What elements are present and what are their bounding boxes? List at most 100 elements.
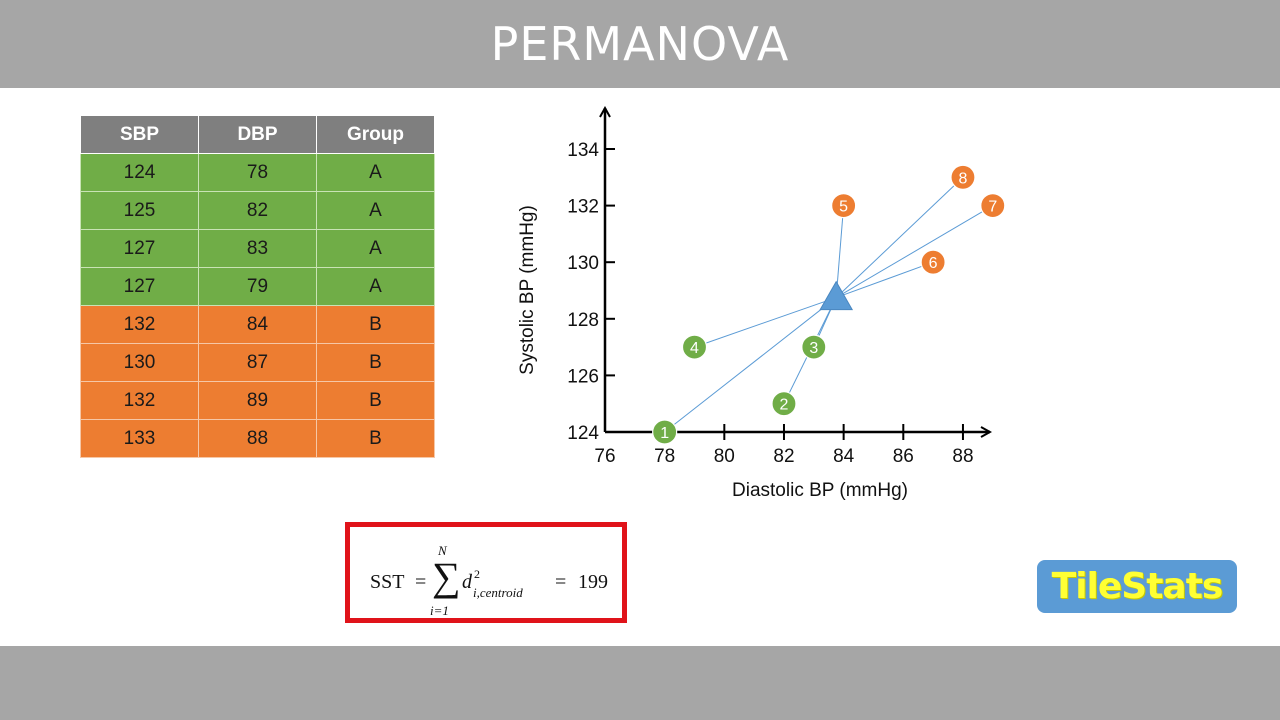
data-point-4: 4 <box>681 334 708 360</box>
sum-upper-limit: N <box>438 543 447 558</box>
column-header-group: Group <box>316 115 435 154</box>
point-label: 3 <box>809 340 818 357</box>
table-row: 132 84 B <box>80 305 435 344</box>
data-point-5: 5 <box>831 192 857 219</box>
cell-dbp: 83 <box>198 229 317 268</box>
title-bar: PERMANOVA <box>0 0 1280 88</box>
centroid-triangle-icon <box>819 280 854 311</box>
formula-superscript: 2 <box>474 567 480 581</box>
centroid-marker <box>819 280 854 311</box>
cell-dbp: 89 <box>198 381 317 420</box>
logo-text: TileStats <box>1051 566 1224 607</box>
cell-group: A <box>316 153 435 192</box>
point-label: 4 <box>690 340 699 357</box>
cell-group: B <box>316 381 435 420</box>
data-point-1: 1 <box>652 419 678 445</box>
x-tick-label: 84 <box>833 446 855 467</box>
data-points: 1 2 3 4 5 6 7 8 <box>652 164 1006 445</box>
point-label: 7 <box>988 199 997 216</box>
point-circle-icon <box>950 164 976 190</box>
cell-group: A <box>316 267 435 306</box>
point-label: 1 <box>660 425 669 442</box>
cell-group: A <box>316 191 435 230</box>
formula-subscript: i,centroid <box>473 585 523 600</box>
cell-sbp: 127 <box>80 267 199 306</box>
point-circle-icon <box>831 192 857 219</box>
cell-group: B <box>316 305 435 344</box>
cell-sbp: 130 <box>80 343 199 382</box>
x-tick-label: 76 <box>594 446 615 467</box>
centroid-distance-line <box>836 261 934 299</box>
cell-dbp: 82 <box>198 191 317 230</box>
cell-group: B <box>316 343 435 382</box>
column-header-sbp: SBP <box>80 115 199 154</box>
table-row: 132 89 B <box>80 381 435 420</box>
formula-equals-2: = <box>555 571 567 593</box>
y-tick-label: 132 <box>567 197 599 218</box>
data-point-6: 6 <box>920 249 946 275</box>
point-circle-icon <box>801 334 827 360</box>
table-row: 124 78 A <box>80 153 435 192</box>
x-axis-label: Diastolic BP (mmHg) <box>732 480 908 501</box>
data-table: SBP DBP Group 124 78 A 125 82 A 127 83 A… <box>80 115 435 458</box>
slide-title: PERMANOVA <box>490 17 790 71</box>
cell-group: B <box>316 419 435 458</box>
point-circle-icon <box>980 192 1006 219</box>
cell-dbp: 84 <box>198 305 317 344</box>
x-tick-label: 78 <box>654 446 675 467</box>
y-ticks: 124 126 128 130 132 134 <box>567 140 615 444</box>
data-point-2: 2 <box>771 391 797 417</box>
formula-lhs: SST <box>370 571 405 593</box>
cell-sbp: 125 <box>80 191 199 230</box>
cell-dbp: 88 <box>198 419 317 458</box>
x-tick-label: 86 <box>893 446 914 467</box>
cell-dbp: 79 <box>198 267 317 306</box>
cell-group: A <box>316 229 435 268</box>
centroid-distance-line <box>835 176 964 298</box>
point-circle-icon <box>771 391 797 417</box>
cell-sbp: 132 <box>80 305 199 344</box>
table-row: 130 87 B <box>80 343 435 382</box>
x-tick-label: 80 <box>714 446 735 467</box>
point-circle-icon <box>920 249 946 275</box>
sum-lower-limit: i=1 <box>430 603 449 618</box>
formula-equals: = <box>415 571 427 593</box>
centroid-distance-line <box>835 205 845 298</box>
data-point-3: 3 <box>801 334 827 360</box>
table-row: 127 83 A <box>80 229 435 268</box>
x-tick-label: 88 <box>952 446 973 467</box>
data-point-7: 7 <box>980 192 1006 219</box>
y-tick-label: 128 <box>567 310 599 331</box>
x-tick-label: 82 <box>773 446 794 467</box>
x-ticks: 76 78 80 82 84 86 88 <box>594 424 974 467</box>
formula-term: d <box>462 571 472 593</box>
cell-sbp: 132 <box>80 381 199 420</box>
footer-bar <box>0 646 1280 720</box>
y-tick-label: 130 <box>567 253 599 274</box>
tilestats-logo: TileStats <box>1037 560 1237 613</box>
table-row: 125 82 A <box>80 191 435 230</box>
point-label: 5 <box>839 199 848 216</box>
centroid-distance-line <box>835 205 994 299</box>
table-row: 127 79 A <box>80 267 435 306</box>
y-tick-label: 134 <box>567 140 599 161</box>
point-label: 8 <box>959 170 968 187</box>
centroid-lines <box>664 176 994 433</box>
point-label: 6 <box>929 255 938 272</box>
data-point-8: 8 <box>950 164 976 190</box>
cell-dbp: 78 <box>198 153 317 192</box>
centroid-distance-line <box>694 297 837 348</box>
cell-sbp: 127 <box>80 229 199 268</box>
table-header-row: SBP DBP Group <box>80 115 435 154</box>
cell-sbp: 133 <box>80 419 199 458</box>
formula-value: 199 <box>578 571 608 593</box>
column-header-dbp: DBP <box>198 115 317 154</box>
point-circle-icon <box>652 419 678 445</box>
y-axis-label: Systolic BP (mmHg) <box>517 205 538 375</box>
table-row: 133 88 B <box>80 419 435 458</box>
centroid-distance-line <box>664 297 837 433</box>
y-tick-label: 126 <box>567 366 599 387</box>
sst-formula-box: SST = N ∑ i=1 d 2 i,centroid = 199 <box>345 522 627 623</box>
cell-dbp: 87 <box>198 343 317 382</box>
